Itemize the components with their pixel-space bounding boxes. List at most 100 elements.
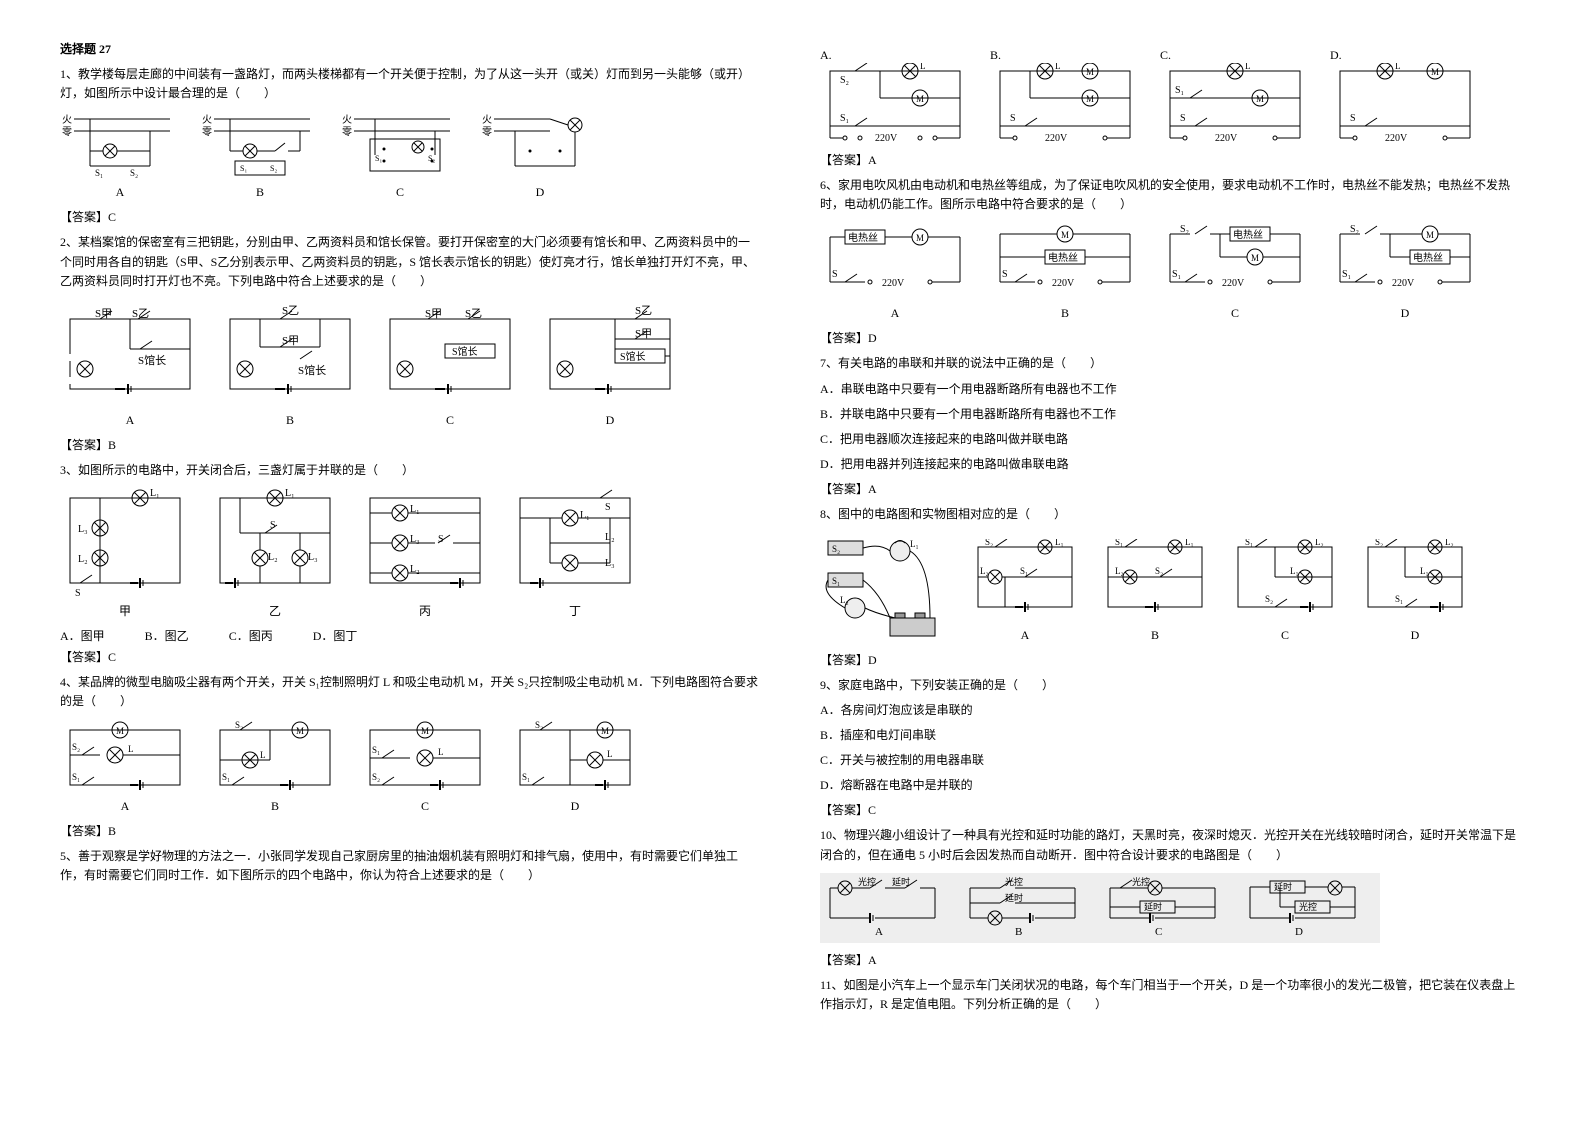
fig-label: D [510, 799, 640, 814]
svg-text:火: 火 [482, 114, 492, 126]
svg-text:S₁: S₁ [832, 576, 840, 586]
svg-text:S₁: S₁ [375, 154, 382, 163]
fig-label: C [1160, 306, 1310, 321]
question-9-answer: 【答案】C [820, 801, 1520, 818]
svg-text:S₁: S₁ [222, 772, 230, 782]
svg-text:L₁: L₁ [150, 488, 160, 499]
svg-text:S: S [1180, 113, 1186, 124]
fig-label: 乙 [210, 602, 340, 619]
svg-text:S₁: S₁ [522, 772, 530, 782]
svg-text:A: A [875, 926, 883, 938]
svg-text:L: L [607, 749, 613, 759]
question-9-opt-a: A．各房间灯泡应该是串联的 [820, 701, 1520, 720]
circuit-icon: S₂ 电热丝 M S₁ 220V [1160, 222, 1310, 302]
q5-fig-d: D. L M S 220V [1330, 48, 1480, 143]
svg-text:S₁: S₁ [240, 164, 247, 173]
q1-fig-c: 火零 S₁S₂ C [340, 111, 460, 200]
svg-text:L₁: L₁ [1290, 566, 1299, 576]
svg-text:S₂: S₂ [1350, 224, 1359, 235]
question-6-figures: 电热丝 M S 220V A M 电热丝 S [820, 222, 1520, 321]
q5-fig-c: C. L S₁ M S 220V [1160, 48, 1310, 143]
svg-text:L₂: L₂ [78, 554, 88, 565]
q4-fig-b: S₂ M L S₁ B [210, 720, 340, 814]
svg-text:L₃: L₃ [308, 552, 318, 563]
question-4-answer: 【答案】B [60, 822, 760, 839]
svg-text:S: S [832, 269, 838, 280]
svg-text:电热丝: 电热丝 [1413, 251, 1443, 264]
circuit-icon: M S₁ L S₂ [360, 720, 490, 795]
svg-text:L₃: L₃ [78, 524, 88, 535]
svg-text:M: M [1431, 67, 1439, 77]
circuit-icon: L₁ S L₂ L₃ [210, 488, 340, 598]
circuit-icon: 火零 S₁S₂ [340, 111, 460, 181]
svg-text:220V: 220V [1052, 278, 1075, 289]
question-4-figures: M S₂ L S₁ A S₂ M L S₁ B [60, 720, 760, 814]
svg-text:S: S [605, 502, 611, 513]
circuit-icon: S L₁ L₂ L₃ [510, 488, 640, 598]
opt-label: B. [990, 48, 1140, 63]
svg-text:S甲: S甲 [635, 328, 652, 340]
svg-text:光控: 光控 [1132, 876, 1150, 887]
question-1-figures: 火零 S₁S₂ A 火零 S₁S₂ [60, 111, 760, 200]
question-2-figures: S甲 S乙 S馆长 A S乙 S甲 S馆长 [60, 299, 760, 428]
svg-text:M: M [1086, 67, 1094, 77]
circuit-icon: S乙 S甲 S馆长 [540, 299, 680, 409]
svg-text:L: L [438, 747, 444, 757]
q5-fig-b: B. L M M S 220V [990, 48, 1140, 143]
question-9-opt-d: D．熔断器在电路中是并联的 [820, 776, 1520, 795]
svg-text:M: M [916, 233, 924, 243]
question-6-text: 6、家用电吹风机由电动机和电热丝等组成，为了保证电吹风机的安全使用，要求电动机不… [820, 176, 1520, 214]
svg-text:L₁: L₁ [285, 488, 295, 499]
svg-text:S₁: S₁ [1020, 566, 1028, 576]
svg-text:M: M [116, 726, 124, 736]
svg-text:L₂: L₂ [1115, 566, 1124, 576]
q3-fig-a: L₁ L₃ L₂ S 甲 [60, 488, 190, 619]
svg-text:零: 零 [202, 126, 212, 138]
circuit-icon: M S₂ L S₁ [60, 720, 190, 795]
svg-text:S₁: S₁ [1115, 539, 1123, 547]
fig-label: A [60, 185, 180, 200]
right-column: A. S₂ L M S₁ 220V B. [820, 40, 1520, 1020]
circuit-icon: S₂ M 电热丝 S₁ 220V [1330, 222, 1480, 302]
circuit-icon: S₂ L M S₁ 220V [820, 63, 970, 143]
svg-text:M: M [1251, 253, 1259, 263]
question-2-text: 2、某档案馆的保密室有三把钥匙，分别由甲、乙两资料员和馆长保管。要打开保密室的大… [60, 233, 760, 291]
question-5-text: 5、善于观察是学好物理的方法之一．小张同学发现自己家厨房里的抽油烟机装有照明灯和… [60, 847, 760, 885]
svg-text:M: M [916, 94, 924, 104]
svg-text:L₁: L₁ [1420, 566, 1429, 576]
q1-fig-b: 火零 S₁S₂ B [200, 111, 320, 200]
question-10-figures: 光控 延时 A 光控 延时 B [820, 873, 1520, 943]
svg-text:L: L [1055, 63, 1061, 71]
question-7-text: 7、有关电路的串联和并联的说法中正确的是（ ） [820, 354, 1520, 373]
q8-fig-d: S₂ L₂ L₁ S₁ D [1360, 539, 1470, 643]
fig-label: C [380, 413, 520, 428]
svg-text:L₂: L₂ [605, 532, 615, 543]
q4-fig-d: S₂ M L S₁ D [510, 720, 640, 814]
fig-label: A [60, 799, 190, 814]
svg-text:S₁: S₁ [1245, 539, 1253, 547]
svg-text:S₂: S₂ [130, 168, 138, 178]
fig-label: D [1330, 306, 1480, 321]
question-9-opt-c: C．开关与被控制的用电器串联 [820, 751, 1520, 770]
svg-text:S馆长: S馆长 [298, 363, 326, 377]
fig-label: D [540, 413, 680, 428]
fig-label: B [990, 306, 1140, 321]
fig-label: B [210, 799, 340, 814]
question-7-opt-a: A．串联电路中只要有一个用电器断路所有电器也不工作 [820, 380, 1520, 399]
question-3-options: A．图甲 B．图乙 C．图丙 D．图丁 [60, 627, 760, 644]
svg-text:L₂: L₂ [1445, 539, 1454, 547]
svg-text:S₁: S₁ [72, 772, 80, 782]
question-10-answer: 【答案】A [820, 951, 1520, 968]
svg-text:S馆长: S馆长 [620, 350, 646, 363]
fig-label: C [1230, 628, 1340, 643]
circuit-icon: 火零 [480, 111, 600, 181]
svg-text:220V: 220V [1385, 133, 1408, 143]
question-9-text: 9、家庭电路中，下列安装正确的是（ ） [820, 676, 1520, 695]
q2-fig-c: S甲S乙 S馆长 C [380, 299, 520, 428]
opt-label: C．图丙 [229, 627, 273, 644]
fig-label: B [200, 185, 320, 200]
question-1-answer: 【答案】C [60, 208, 760, 225]
fig-label: B [220, 413, 360, 428]
opt-label: C. [1160, 48, 1310, 63]
q3-fig-c: L₁ L₃ L₂ S 丙 [360, 488, 490, 619]
